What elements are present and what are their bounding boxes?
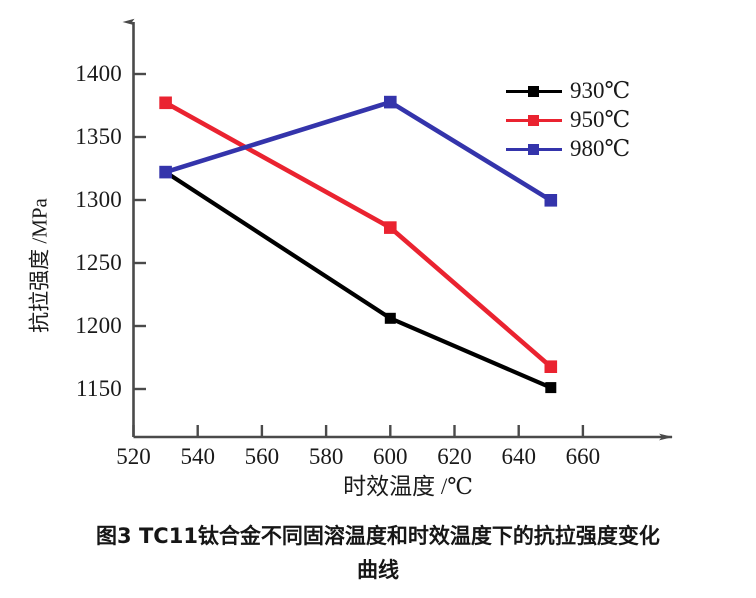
x-axis-title: 时效温度 /℃ — [343, 474, 473, 499]
legend-swatch-950 — [506, 111, 562, 129]
y-axis-ticks — [133, 72, 146, 391]
series-980-marker — [159, 165, 172, 179]
y-tick-label: 1250 — [75, 250, 122, 275]
y-tick-label: 1200 — [75, 313, 122, 338]
x-axis-ticks — [132, 425, 585, 437]
series-930-marker — [545, 382, 557, 394]
series-980-marker — [544, 194, 558, 207]
chart-plot-area: 1400 1350 1300 1250 1200 1150 520 540 56… — [0, 0, 706, 499]
y-tick-label: 1350 — [75, 124, 122, 149]
x-tick-label: 660 — [565, 444, 601, 469]
legend-item-950[interactable]: 950℃ — [506, 105, 706, 134]
x-tick-label: 560 — [244, 444, 280, 469]
legend-swatch-930 — [506, 82, 562, 100]
legend-item-980[interactable]: 980℃ — [506, 134, 706, 163]
series-950-marker — [159, 96, 172, 110]
series-980-marker — [384, 95, 397, 109]
legend-label-980: 980℃ — [570, 136, 631, 161]
y-tick-label: 1150 — [76, 376, 122, 401]
series-950 — [159, 96, 558, 373]
x-tick-label: 640 — [501, 444, 536, 469]
series-980-line — [164, 99, 553, 203]
series-950-line — [164, 100, 553, 369]
series-950-marker — [544, 360, 558, 373]
x-tick-label: 580 — [308, 444, 344, 469]
series-930-marker — [384, 312, 396, 324]
legend-label-950: 950℃ — [570, 107, 631, 132]
series-980 — [159, 95, 558, 207]
x-tick-label: 620 — [437, 444, 472, 469]
y-axis-title: 抗拉强度 /MPa — [27, 198, 52, 333]
figure-caption-line2: 曲线 — [357, 558, 399, 582]
series-950-marker — [384, 221, 397, 234]
x-tick-label: 520 — [116, 444, 151, 469]
legend-item-930[interactable]: 930℃ — [506, 76, 706, 105]
legend-swatch-980 — [506, 140, 562, 158]
series-930 — [160, 166, 557, 394]
legend-label-930: 930℃ — [570, 78, 631, 103]
y-tick-label: 1400 — [75, 61, 122, 86]
series-930-line — [164, 170, 552, 390]
figure-caption-line1: 图3 TC11钛合金不同固溶温度和时效温度下的抗拉强度变化 — [96, 524, 660, 548]
chart-legend: 930℃ 950℃ 980℃ — [506, 76, 706, 163]
figure-caption: 图3 TC11钛合金不同固溶温度和时效温度下的抗拉强度变化 曲线 — [28, 519, 728, 587]
x-tick-label: 540 — [180, 444, 215, 469]
x-tick-label: 600 — [373, 444, 408, 469]
y-tick-label: 1300 — [75, 187, 122, 212]
chart-canvas — [0, 0, 673, 441]
